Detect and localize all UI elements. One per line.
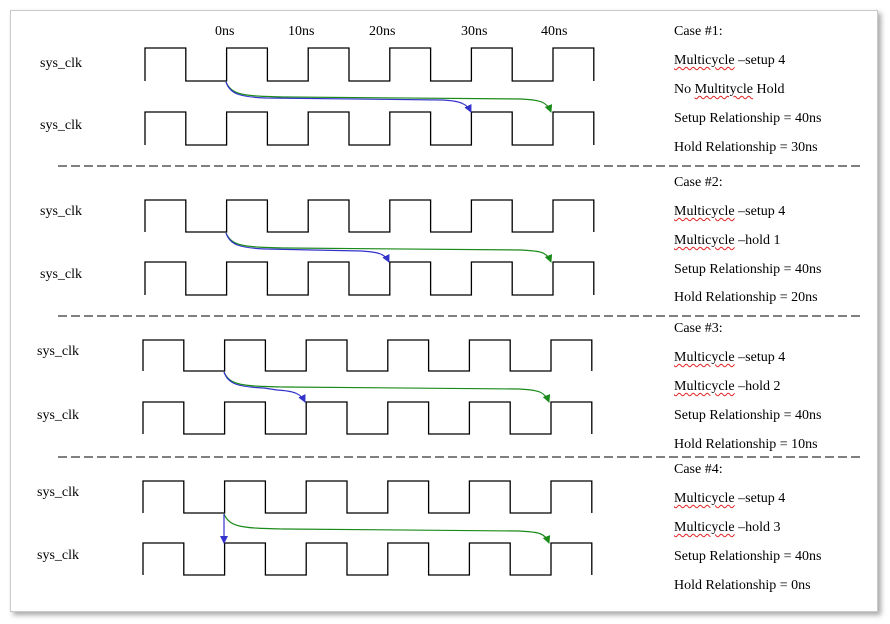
- case3-hold-relationship: Hold Relationship = 10ns: [674, 437, 818, 452]
- case4-setup-line: Multicycle –setup 4: [674, 491, 785, 507]
- signal-label-latch-case4: sys_clk: [37, 548, 79, 563]
- setup-arrow-case2: [225, 232, 553, 263]
- case2-hold-value: –hold 1: [734, 233, 781, 248]
- waveform-launch-case2: [144, 199, 595, 233]
- case1-setup-relationship: Setup Relationship = 40ns: [674, 111, 822, 126]
- case3-setup-relationship: Setup Relationship = 40ns: [674, 408, 822, 423]
- case1-hold-prefix: No: [674, 82, 695, 97]
- signal-label-launch-case1: sys_clk: [40, 56, 82, 71]
- case4-setup-relationship: Setup Relationship = 40ns: [674, 549, 822, 564]
- waveform-latch-case3: [142, 401, 593, 435]
- case3-setup-line: Multicycle –setup 4: [674, 350, 785, 366]
- time-label-0ns: 0ns: [215, 24, 235, 39]
- signal-label-launch-case2: sys_clk: [40, 204, 82, 219]
- case4-hold-line: Multicycle –hold 3: [674, 520, 781, 536]
- waveform-launch-case1: [144, 47, 595, 82]
- waveform-latch-case4: [142, 542, 593, 576]
- case2-setup-value: –setup 4: [734, 204, 786, 219]
- setup-arrow-case4: [223, 513, 551, 544]
- diagram-frame: [10, 10, 878, 612]
- case1-hold-word: Multitycle: [694, 82, 753, 97]
- case4-title: Case #4:: [674, 462, 723, 477]
- case2-title: Case #2:: [674, 175, 723, 190]
- hold-arrow-case1: [225, 81, 472, 113]
- waveform-launch-case3: [142, 339, 593, 372]
- time-label-10ns: 10ns: [288, 24, 315, 39]
- case4-hold-relationship: Hold Relationship = 0ns: [674, 578, 811, 593]
- case1-hold-line: No Multitycle Hold: [674, 82, 784, 98]
- case3-title: Case #3:: [674, 321, 723, 336]
- case1-setup-value: –setup 4: [734, 53, 786, 68]
- case2-setup-line: Multicycle –setup 4: [674, 204, 785, 220]
- case1-hold-relationship: Hold Relationship = 30ns: [674, 140, 818, 155]
- case3-hold-line: Multicycle –hold 2: [674, 379, 781, 395]
- setup-arrow-case1: [225, 81, 553, 113]
- case4-setup-value: –setup 4: [734, 491, 786, 506]
- time-label-40ns: 40ns: [541, 24, 568, 39]
- signal-label-latch-case1: sys_clk: [40, 118, 82, 133]
- signal-label-launch-case4: sys_clk: [37, 485, 79, 500]
- case2-setup-relationship: Setup Relationship = 40ns: [674, 262, 822, 277]
- case3-hold-word: Multicycle: [674, 379, 735, 394]
- case4-multicycle-word: Multicycle: [674, 491, 735, 506]
- case2-hold-relationship: Hold Relationship = 20ns: [674, 290, 818, 305]
- case1-hold-value: Hold: [752, 82, 785, 97]
- case1-setup-line: Multicycle –setup 4: [674, 53, 785, 69]
- case2-multicycle-word: Multicycle: [674, 204, 735, 219]
- case1-title: Case #1:: [674, 24, 723, 39]
- hold-arrow-case2: [225, 232, 390, 263]
- setup-arrow-case3: [223, 371, 551, 403]
- case1-multicycle-word: Multicycle: [674, 53, 735, 68]
- case3-multicycle-word: Multicycle: [674, 350, 735, 365]
- case3-setup-value: –setup 4: [734, 350, 786, 365]
- case2-hold-word: Multicycle: [674, 233, 735, 248]
- case2-hold-line: Multicycle –hold 1: [674, 233, 781, 249]
- signal-label-latch-case3: sys_clk: [37, 408, 79, 423]
- hold-arrow-case3: [223, 371, 306, 403]
- case3-hold-value: –hold 2: [734, 379, 781, 394]
- case4-hold-value: –hold 3: [734, 520, 781, 535]
- time-label-20ns: 20ns: [369, 24, 396, 39]
- waveform-latch-case1: [144, 111, 595, 146]
- case4-hold-word: Multicycle: [674, 520, 735, 535]
- signal-label-latch-case2: sys_clk: [40, 267, 82, 282]
- signal-label-launch-case3: sys_clk: [37, 344, 79, 359]
- time-label-30ns: 30ns: [461, 24, 488, 39]
- waveform-launch-case4: [142, 480, 593, 514]
- waveform-latch-case2: [144, 261, 595, 296]
